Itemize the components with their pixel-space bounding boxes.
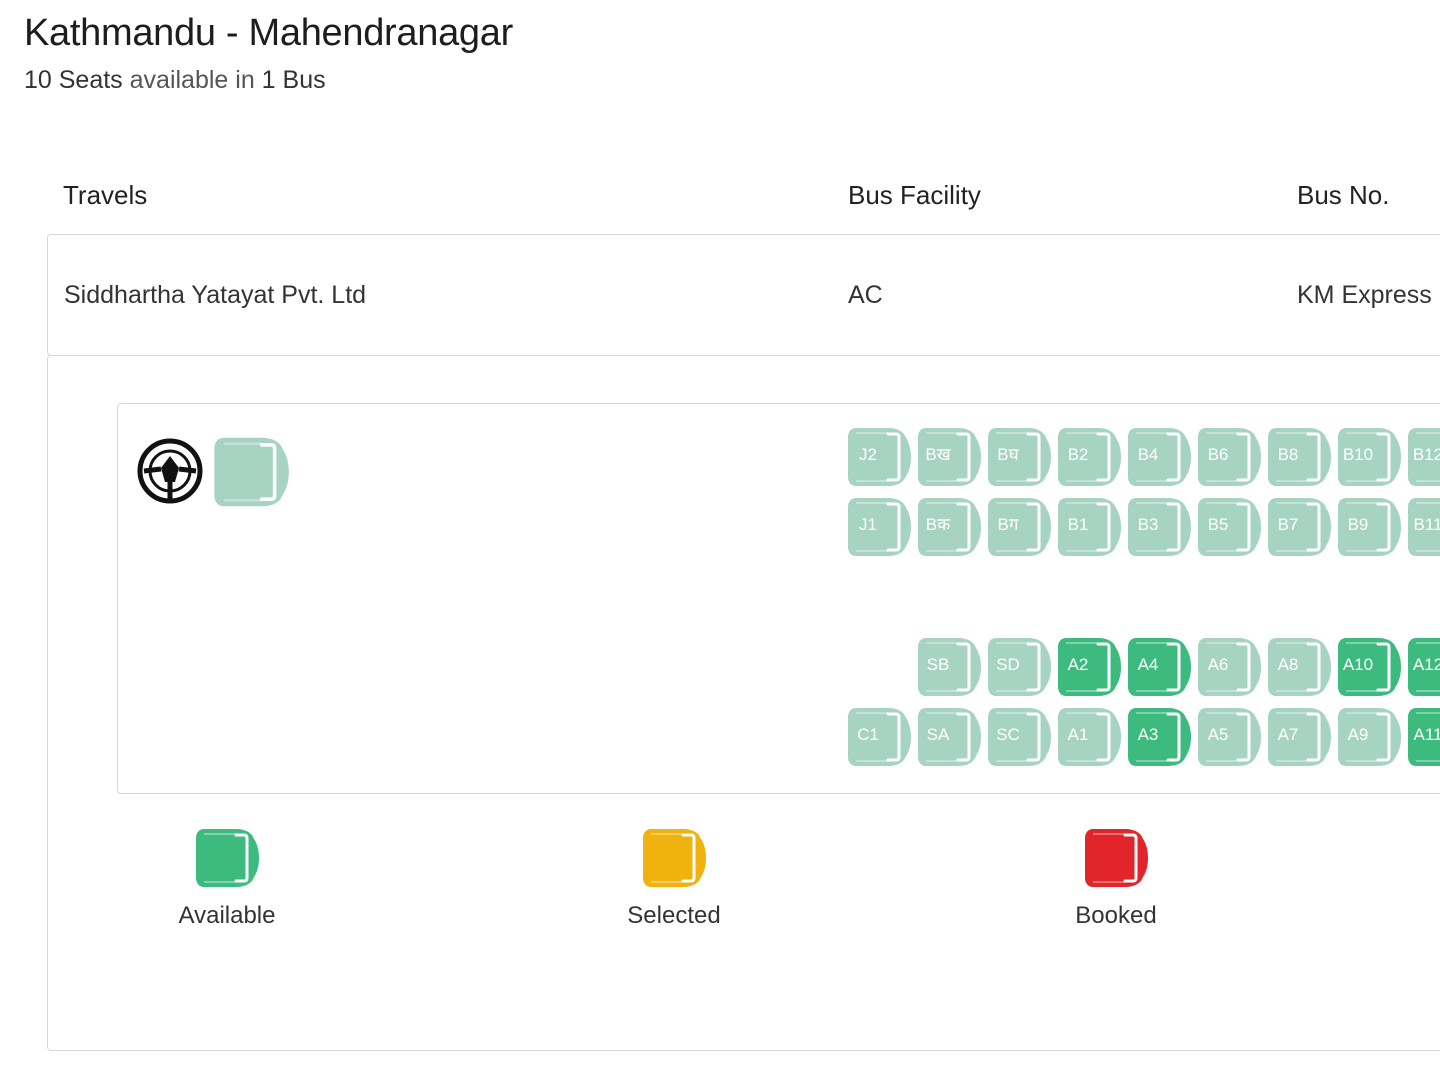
seat-label: B11 bbox=[1413, 515, 1440, 534]
seat-label: J1 bbox=[859, 515, 877, 534]
seat-1-7: B9 bbox=[1336, 494, 1402, 560]
seat-1-2: Bग bbox=[986, 494, 1052, 560]
seat-1-6: B7 bbox=[1266, 494, 1332, 560]
seat-label: B9 bbox=[1347, 515, 1369, 534]
seats-summary: 10 Seats available in 1 Bus bbox=[24, 66, 326, 95]
seat-label: Bक bbox=[925, 515, 951, 534]
seat-label: B6 bbox=[1207, 445, 1229, 464]
seat-0-2: Bघ bbox=[986, 424, 1052, 490]
seat-count: 10 Seats bbox=[24, 66, 123, 94]
seat-label: A1 bbox=[1067, 725, 1089, 744]
bus-row[interactable]: Siddhartha Yatayat Pvt. Ltd AC KM Expres… bbox=[47, 234, 1440, 356]
seat-label: A8 bbox=[1277, 655, 1299, 674]
column-header-bus-no: Bus No. bbox=[1297, 180, 1390, 210]
seat-3-8[interactable]: A11 bbox=[1406, 704, 1440, 770]
seat-3-2: SC bbox=[986, 704, 1052, 770]
seat-3-1: SA bbox=[916, 704, 982, 770]
seat-label: Bख bbox=[925, 445, 951, 464]
seat-1-1: Bक bbox=[916, 494, 982, 560]
seat-label: A3 bbox=[1137, 725, 1159, 744]
seat-label: A7 bbox=[1277, 725, 1299, 744]
driver-seat bbox=[210, 433, 292, 511]
seat-label: SC bbox=[996, 725, 1020, 744]
seat-0-6: B8 bbox=[1266, 424, 1332, 490]
seat-2-4: A6 bbox=[1196, 634, 1262, 700]
seat-label: SA bbox=[926, 725, 950, 744]
seat-label: A6 bbox=[1207, 655, 1229, 674]
seat-2-1: SD bbox=[986, 634, 1052, 700]
legend-label: Available bbox=[178, 902, 276, 929]
seat-label: A2 bbox=[1067, 655, 1089, 674]
seat-2-2[interactable]: A2 bbox=[1056, 634, 1122, 700]
seat-label: SD bbox=[996, 655, 1020, 674]
seat-label: SB bbox=[926, 655, 950, 674]
seat-0-3: B2 bbox=[1056, 424, 1122, 490]
seat-1-3: B1 bbox=[1056, 494, 1122, 560]
bus-number: KM Express bbox=[1297, 281, 1432, 309]
legend-label: Selected bbox=[627, 902, 721, 929]
seat-label: J2 bbox=[859, 445, 877, 464]
seat-0-1: Bख bbox=[916, 424, 982, 490]
steering-wheel-icon bbox=[137, 438, 203, 504]
seat-label: B3 bbox=[1137, 515, 1159, 534]
seat-label: A10 bbox=[1342, 655, 1374, 674]
seat-1-0: J1 bbox=[846, 494, 912, 560]
legend-label: Booked bbox=[1075, 902, 1157, 929]
seat-3-6: A7 bbox=[1266, 704, 1332, 770]
seat-3-7: A9 bbox=[1336, 704, 1402, 770]
seat-3-0: C1 bbox=[846, 704, 912, 770]
seat-label: B2 bbox=[1067, 445, 1089, 464]
seat-label: Bघ bbox=[997, 445, 1019, 464]
seat-0-8: B12 bbox=[1406, 424, 1440, 490]
bus-count: 1 Bus bbox=[261, 66, 326, 94]
seat-label: A11 bbox=[1413, 725, 1440, 744]
bus-travels-name: Siddhartha Yatayat Pvt. Ltd bbox=[64, 281, 367, 309]
seat-label: B5 bbox=[1207, 515, 1229, 534]
seat-1-8: B11 bbox=[1406, 494, 1440, 560]
legend-booked: Booked bbox=[1056, 825, 1176, 930]
column-header-facility: Bus Facility bbox=[848, 180, 981, 210]
seat-label: B12 bbox=[1412, 445, 1440, 464]
seat-booked-icon bbox=[1082, 825, 1150, 896]
seat-label: A12 bbox=[1412, 655, 1440, 674]
seat-label: B4 bbox=[1137, 445, 1159, 464]
legend-selected: Selected bbox=[614, 825, 734, 930]
legend-available: Available bbox=[167, 825, 287, 930]
seat-0-5: B6 bbox=[1196, 424, 1262, 490]
seat-3-5: A5 bbox=[1196, 704, 1262, 770]
seat-2-7[interactable]: A12 bbox=[1406, 634, 1440, 700]
seat-2-3[interactable]: A4 bbox=[1126, 634, 1192, 700]
available-text: available in bbox=[122, 66, 262, 94]
seat-1-5: B5 bbox=[1196, 494, 1262, 560]
seat-label: Bग bbox=[997, 515, 1019, 534]
seat-2-5: A8 bbox=[1266, 634, 1332, 700]
column-header-travels: Travels bbox=[63, 180, 148, 210]
seat-label: C1 bbox=[857, 725, 879, 744]
seat-label: A9 bbox=[1347, 725, 1369, 744]
seat-label: A4 bbox=[1137, 655, 1159, 674]
seat-3-4[interactable]: A3 bbox=[1126, 704, 1192, 770]
seat-3-3: A1 bbox=[1056, 704, 1122, 770]
seat-0-4: B4 bbox=[1126, 424, 1192, 490]
seat-selected-icon bbox=[640, 825, 708, 896]
seat-label: B7 bbox=[1277, 515, 1299, 534]
seat-available-icon bbox=[193, 825, 261, 896]
seat-2-6[interactable]: A10 bbox=[1336, 634, 1402, 700]
seat-1-4: B3 bbox=[1126, 494, 1192, 560]
seat-label: A5 bbox=[1207, 725, 1229, 744]
bus-facility: AC bbox=[848, 281, 883, 309]
page-title: Kathmandu - Mahendranagar bbox=[24, 12, 513, 54]
seat-0-0: J2 bbox=[846, 424, 912, 490]
seat-label: B10 bbox=[1342, 445, 1374, 464]
seat-0-7: B10 bbox=[1336, 424, 1402, 490]
seat-2-0: SB bbox=[916, 634, 982, 700]
seat-label: B1 bbox=[1067, 515, 1089, 534]
seat-label: B8 bbox=[1277, 445, 1299, 464]
